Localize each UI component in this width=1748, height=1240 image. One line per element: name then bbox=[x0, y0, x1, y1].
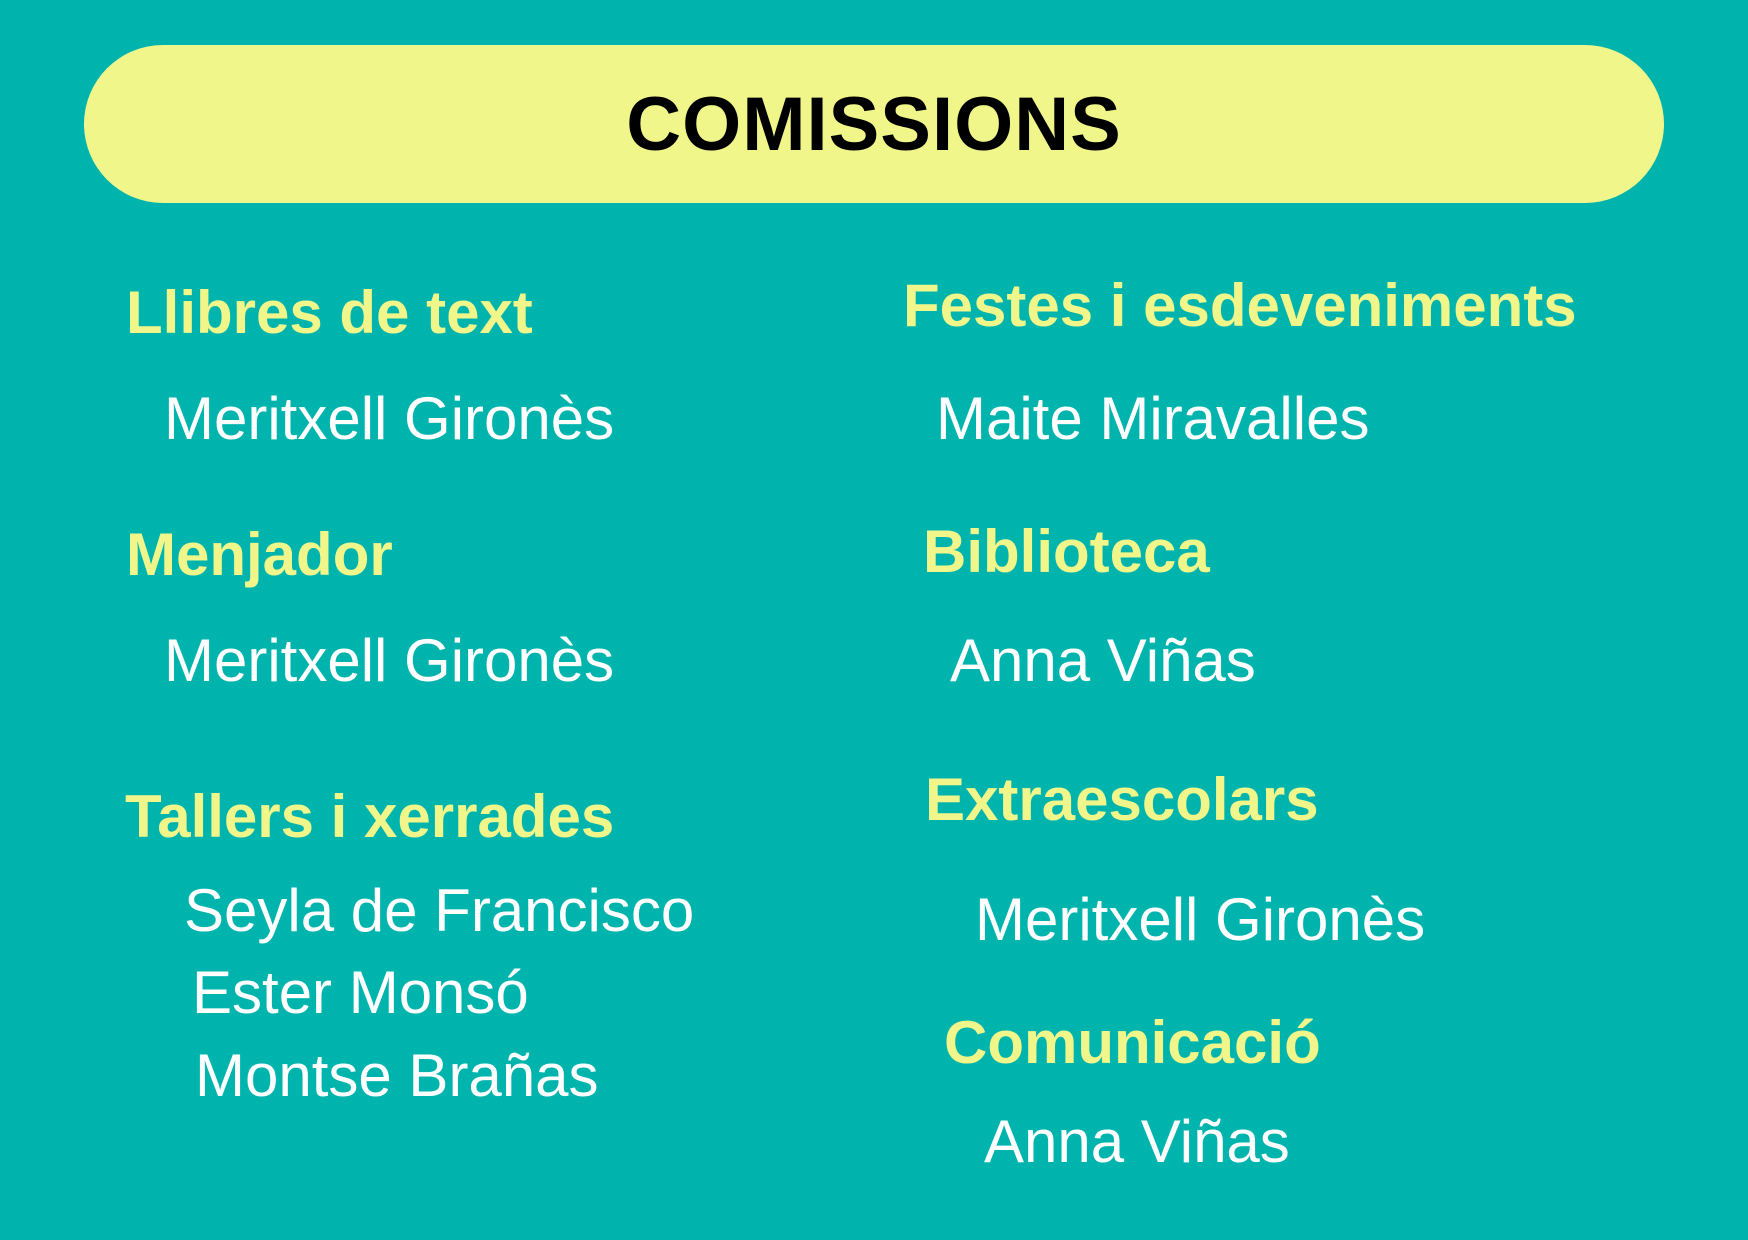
commission-member: Maite Miravalles bbox=[936, 385, 1370, 452]
commission-heading: Tallers i xerrades bbox=[125, 783, 615, 850]
commission-heading: Extraescolars bbox=[925, 766, 1319, 833]
commission-member: Anna Viñas bbox=[984, 1108, 1290, 1175]
commission-member: Anna Viñas bbox=[950, 627, 1256, 694]
commission-heading: Llibres de text bbox=[126, 279, 533, 346]
commission-heading: Biblioteca bbox=[923, 518, 1210, 585]
commission-heading: Comunicació bbox=[944, 1009, 1321, 1076]
page-title: COMISSIONS bbox=[626, 81, 1122, 167]
commission-member: Seyla de Francisco bbox=[184, 877, 695, 944]
commission-heading: Menjador bbox=[126, 521, 393, 588]
commission-member: Meritxell Gironès bbox=[164, 627, 615, 694]
commission-member: Meritxell Gironès bbox=[975, 886, 1426, 953]
commission-member: Montse Brañas bbox=[195, 1042, 599, 1109]
commission-member: Meritxell Gironès bbox=[164, 385, 615, 452]
commission-heading: Festes i esdeveniments bbox=[903, 272, 1577, 339]
commission-member: Ester Monsó bbox=[192, 959, 529, 1026]
title-banner: COMISSIONS bbox=[84, 45, 1664, 203]
